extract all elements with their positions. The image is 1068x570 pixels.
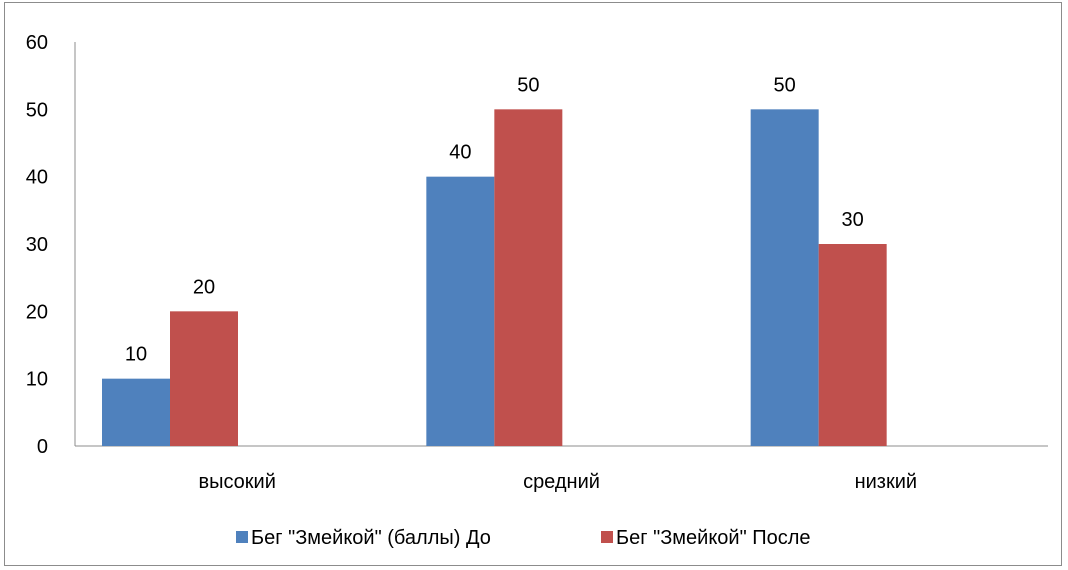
bars: [102, 109, 887, 446]
y-tick-label: 40: [26, 167, 48, 189]
y-tick-label: 60: [26, 32, 48, 54]
y-tick-label: 30: [26, 234, 48, 256]
category-label: низкий: [855, 471, 917, 493]
bar: [750, 109, 819, 446]
data-label: 40: [449, 142, 471, 164]
legend-label: Бег "Змейкой" После: [616, 527, 811, 549]
bar: [426, 176, 495, 446]
legend-swatch: [601, 531, 613, 543]
data-labels: 10 20 40 50 50 30: [125, 74, 864, 365]
bar: [494, 109, 563, 446]
y-tick-label: 20: [26, 301, 48, 323]
legend-swatch: [236, 531, 248, 543]
data-label: 50: [517, 74, 539, 96]
bar: [102, 378, 170, 446]
data-label: 10: [125, 344, 147, 366]
y-tick-label: 50: [26, 99, 48, 121]
legend: Бег "Змейкой" (баллы) До Бег "Змейкой" По…: [236, 527, 811, 549]
category-label: средний: [523, 471, 600, 493]
category-labels: высокий средний низкий: [198, 471, 917, 493]
legend-label: Бег "Змейкой" (баллы) До: [251, 527, 491, 549]
bar: [818, 244, 887, 446]
data-label: 20: [193, 276, 215, 298]
data-label: 30: [842, 209, 864, 231]
y-tick-labels: 0 10 20 30 40 50 60: [26, 32, 48, 458]
y-tick-label: 0: [37, 436, 48, 458]
category-label: высокий: [198, 471, 275, 493]
bar: [170, 311, 238, 446]
data-label: 50: [774, 74, 796, 96]
y-tick-label: 10: [26, 369, 48, 391]
